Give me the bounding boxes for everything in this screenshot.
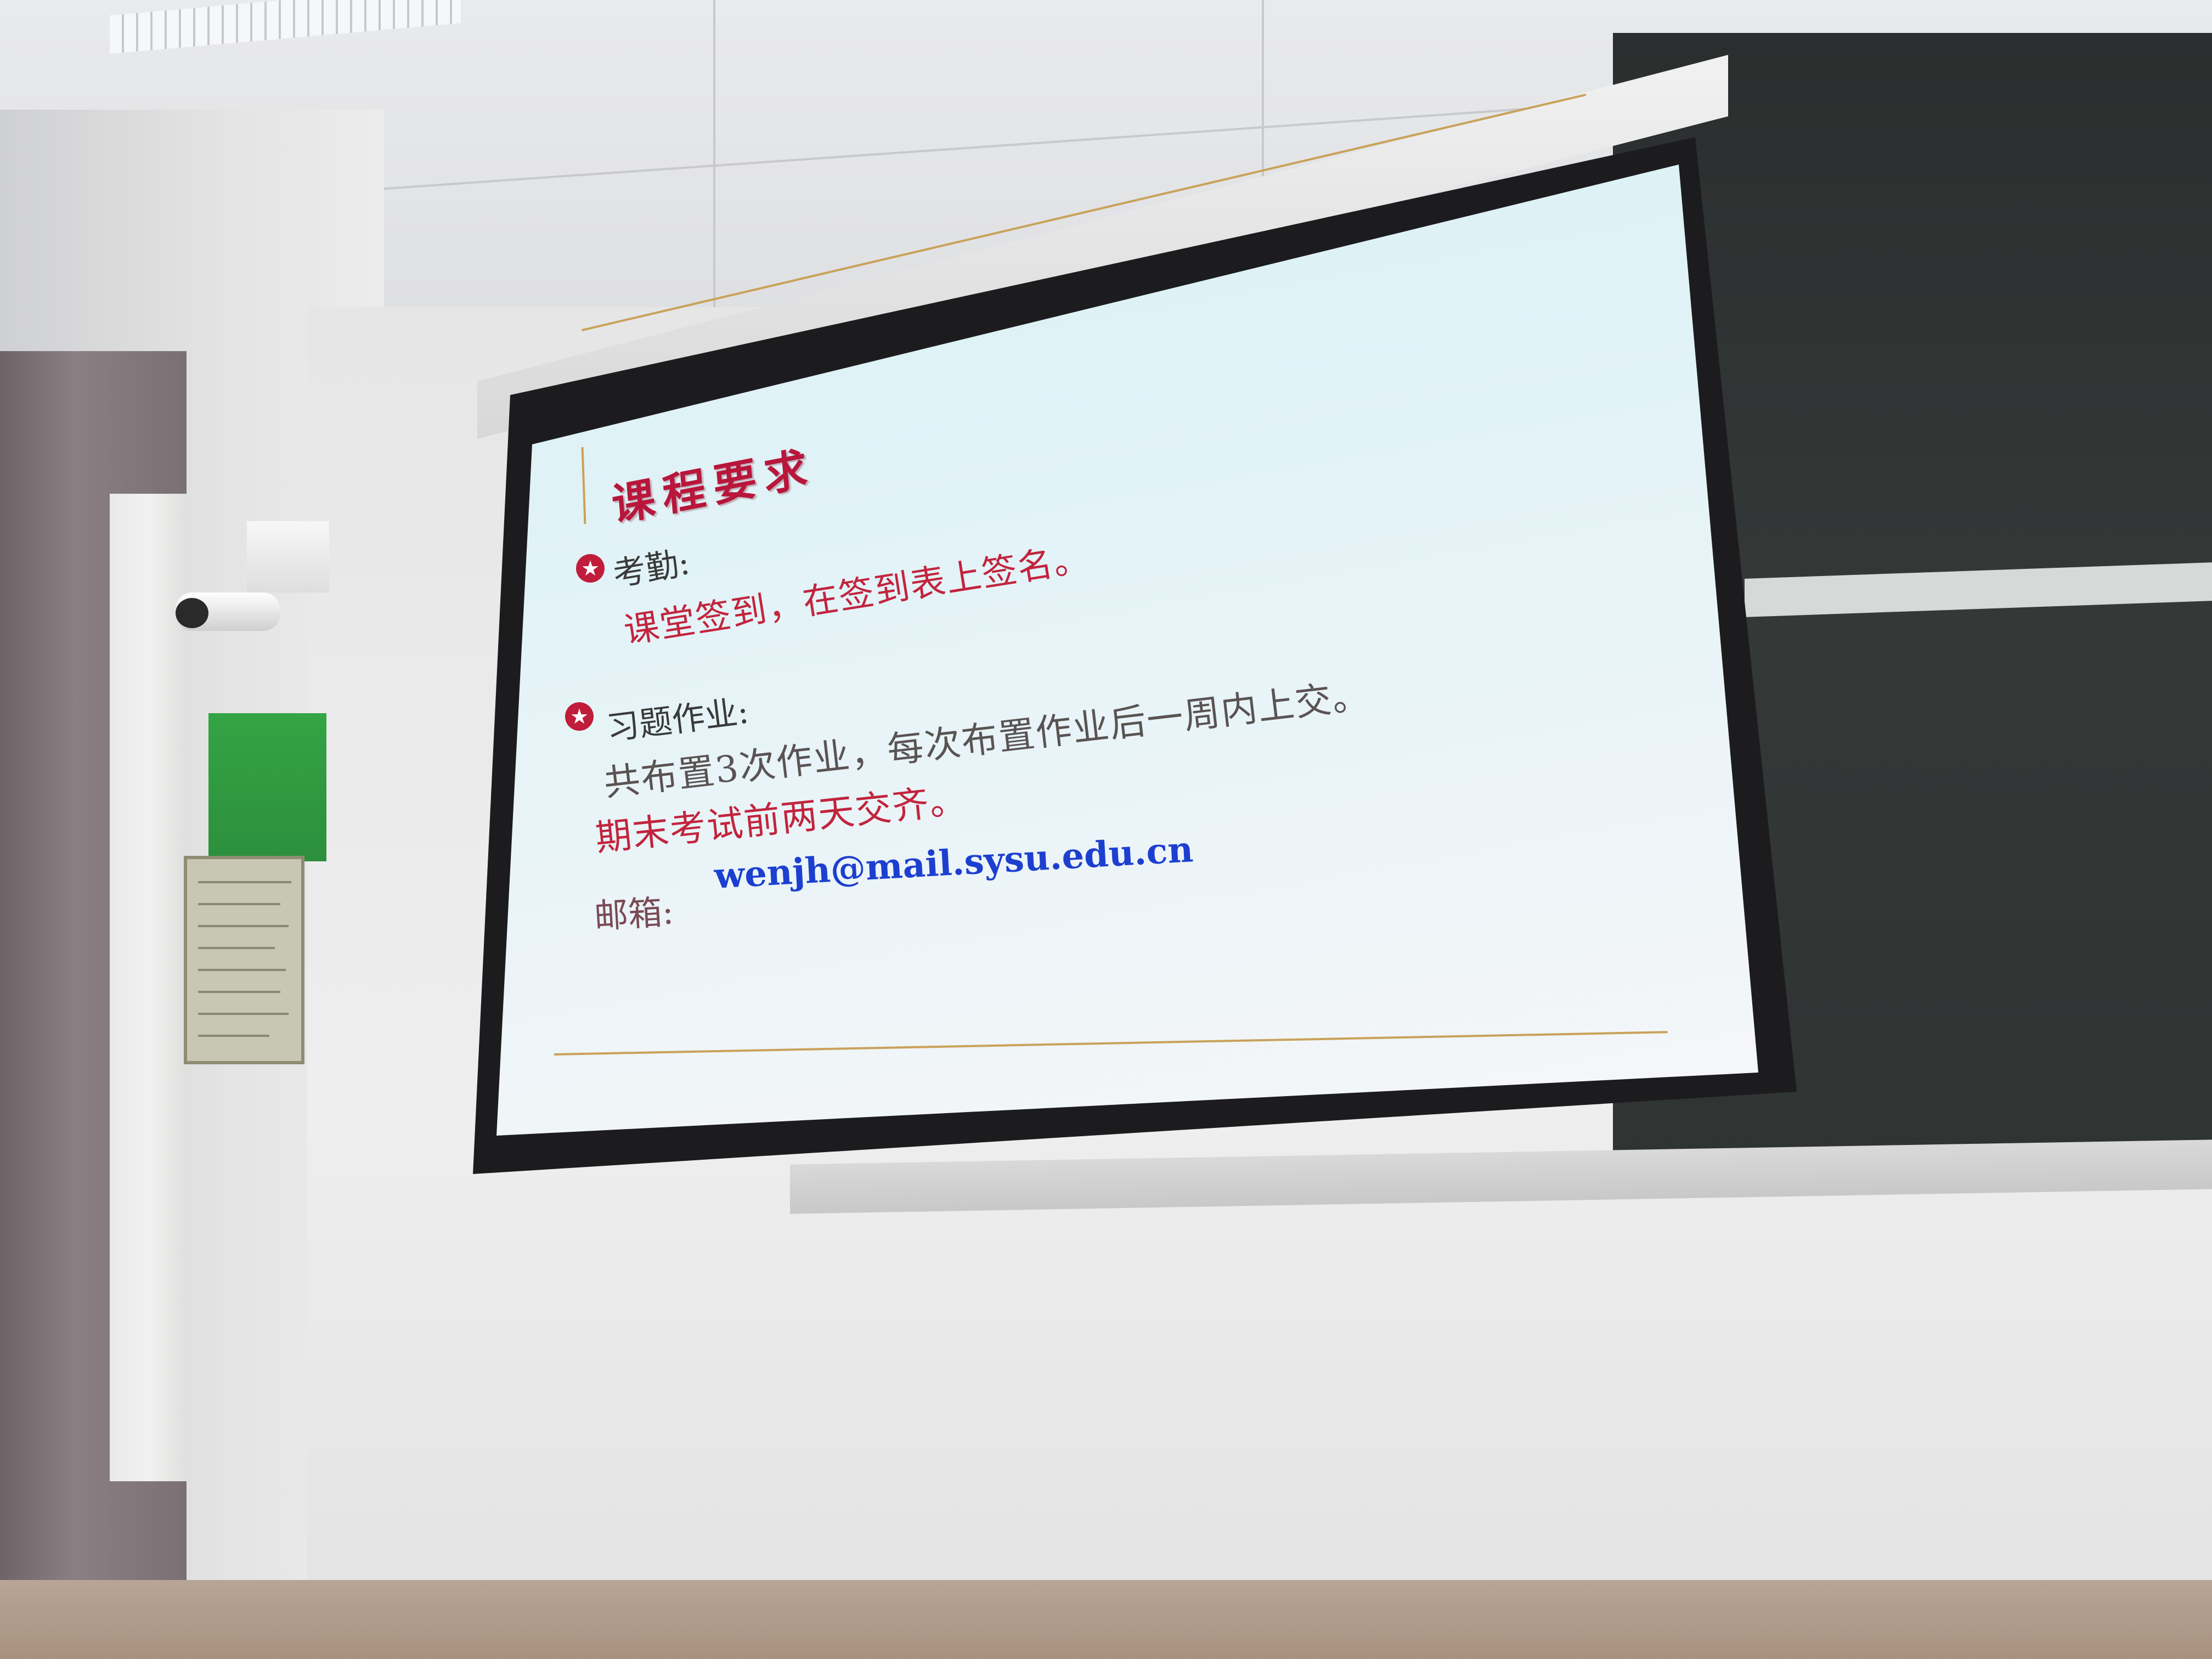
notice-board <box>184 856 304 1064</box>
star-circle-icon: ★ <box>576 554 605 583</box>
wall-sensor-box <box>247 521 329 592</box>
green-wall-sign <box>208 713 326 861</box>
star-circle-icon: ★ <box>565 702 594 731</box>
email-label: 邮箱: <box>592 891 675 936</box>
floor <box>0 1580 2212 1659</box>
camera-lens-icon <box>176 598 208 628</box>
window-light <box>110 494 187 1481</box>
